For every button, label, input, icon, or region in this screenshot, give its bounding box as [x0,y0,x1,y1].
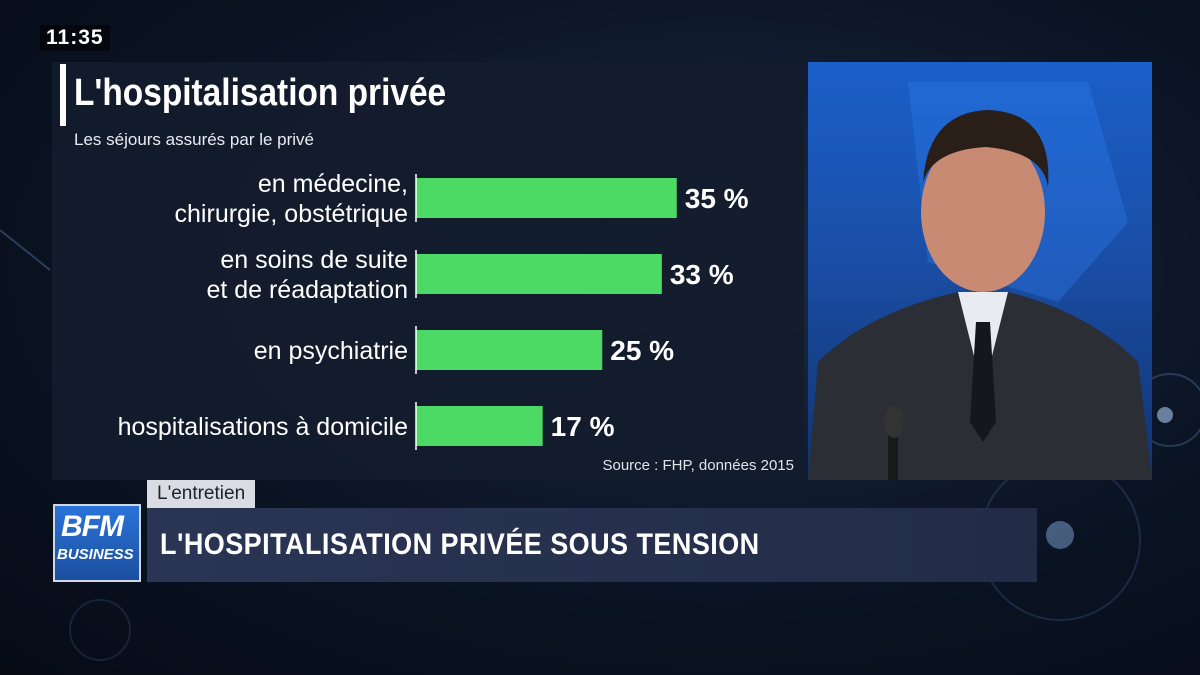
category-label-0-1: chirurgie, obstétrique [175,200,408,228]
headline: L'HOSPITALISATION PRIVÉE SOUS TENSION [160,528,760,561]
headline-bar [147,508,1037,582]
chart-title: L'hospitalisation privée [74,72,447,114]
value-label-2: 25 % [610,335,674,366]
category-label-1-1: et de réadaptation [206,276,408,304]
value-label-0: 35 % [685,183,749,214]
category-label-3-0: hospitalisations à domicile [118,413,408,441]
bar-chart: 35 % en médecine,chirurgie, obstétrique 33… [118,170,749,450]
logo-line2: BUSINESS [57,546,134,563]
bar-1 [416,254,662,294]
category-label-0-0: en médecine, [258,170,408,198]
value-label-3: 17 % [551,411,615,442]
program-tag: L'entretien [147,480,256,508]
guest-figure [808,82,1152,480]
chart-subtitle: Les séjours assurés par le privé [74,130,315,149]
bar-0 [416,178,677,218]
bar-2 [416,330,603,370]
guest-video-feed [808,62,1152,480]
clock: 11:35 [40,25,110,51]
title-accent-bar [60,64,66,126]
value-label-1: 33 % [670,259,734,290]
logo-line1: BFM [61,510,124,543]
bar-3 [416,406,543,446]
bfm-business-logo: BFM BUSINESS [53,504,141,582]
category-label-2-0: en psychiatrie [254,337,408,365]
chart-source: Source : FHP, données 2015 [602,457,794,474]
category-label-1-0: en soins de suite [220,246,408,274]
